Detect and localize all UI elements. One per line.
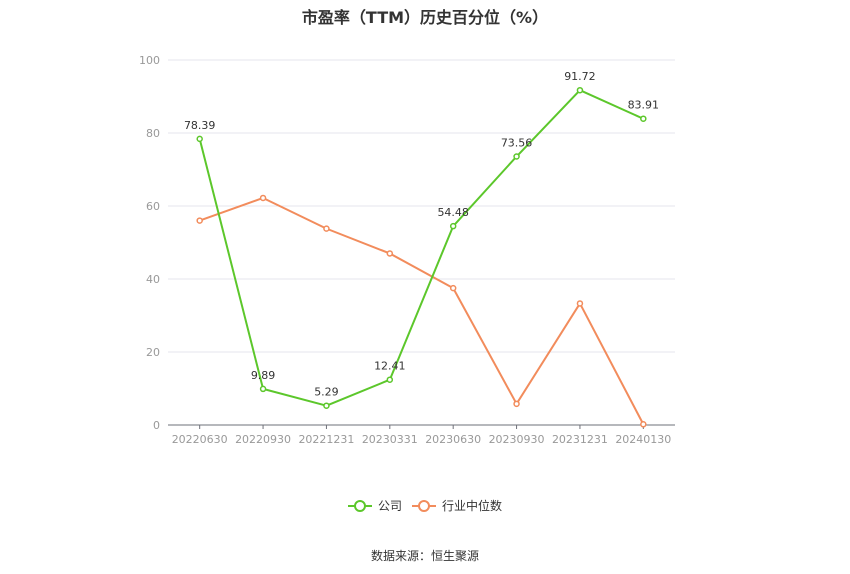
series-line-company xyxy=(198,89,644,407)
data-point[interactable] xyxy=(323,225,330,232)
x-tick-label: 20240130 xyxy=(615,433,671,446)
data-label: 73.56 xyxy=(501,137,533,150)
y-tick-label: 100 xyxy=(139,54,160,67)
data-point[interactable] xyxy=(449,284,457,292)
data-label: 12.41 xyxy=(374,360,406,373)
data-point[interactable] xyxy=(576,86,584,94)
data-label: 78.39 xyxy=(184,119,216,132)
data-point[interactable] xyxy=(259,194,267,202)
x-tick-label: 20220630 xyxy=(172,433,228,446)
data-point[interactable] xyxy=(196,217,203,224)
legend[interactable]: 公司 行业中位数 xyxy=(348,498,502,513)
x-tick-label: 20230930 xyxy=(489,433,545,446)
data-point[interactable] xyxy=(259,385,267,393)
legend-label: 行业中位数 xyxy=(442,498,502,513)
data-point[interactable] xyxy=(449,222,457,230)
x-tick-label: 20220930 xyxy=(235,433,291,446)
data-point[interactable] xyxy=(513,153,520,160)
gridlines xyxy=(168,59,675,353)
data-point[interactable] xyxy=(196,135,203,143)
y-axis: 0 20 40 60 80 100 xyxy=(139,54,160,432)
legend-item-industry-median[interactable]: 行业中位数 xyxy=(412,498,502,513)
y-tick-label: 40 xyxy=(146,273,160,286)
data-point[interactable] xyxy=(640,421,647,428)
data-label: 54.48 xyxy=(437,206,469,219)
data-point[interactable] xyxy=(386,376,394,383)
data-label: 91.72 xyxy=(564,70,596,83)
data-labels: 78.39 9.89 5.29 12.41 54.48 73.56 91.72 83.91 xyxy=(184,70,659,398)
data-label: 9.89 xyxy=(251,369,276,382)
x-tick-label: 20230630 xyxy=(425,433,481,446)
data-point[interactable] xyxy=(386,250,394,257)
data-source-note: 数据来源：恒生聚源 xyxy=(370,549,479,563)
legend-marker xyxy=(418,500,430,512)
data-point[interactable] xyxy=(640,115,647,122)
series-line-industry-median xyxy=(199,196,645,425)
legend-item-company[interactable]: 公司 xyxy=(348,499,402,513)
data-label: 5.29 xyxy=(314,386,339,399)
y-tick-label: 20 xyxy=(146,346,160,359)
data-point[interactable] xyxy=(576,300,584,307)
chart-title: 市盈率（TTM）历史百分位（%） xyxy=(301,8,549,27)
y-tick-label: 0 xyxy=(153,419,160,432)
x-tick-label: 20230331 xyxy=(362,433,418,446)
legend-label: 公司 xyxy=(378,499,402,513)
legend-marker xyxy=(354,500,366,512)
x-axis: 20220630 20220930 20221231 20230331 20230630… xyxy=(168,424,675,446)
data-point[interactable] xyxy=(513,400,520,408)
y-tick-label: 60 xyxy=(146,200,160,213)
y-tick-label: 80 xyxy=(146,127,160,140)
data-label: 83.91 xyxy=(628,99,660,112)
x-tick-label: 20231231 xyxy=(552,433,608,446)
series-layer xyxy=(196,86,647,428)
data-point[interactable] xyxy=(323,402,330,409)
x-tick-label: 20221231 xyxy=(298,433,354,446)
